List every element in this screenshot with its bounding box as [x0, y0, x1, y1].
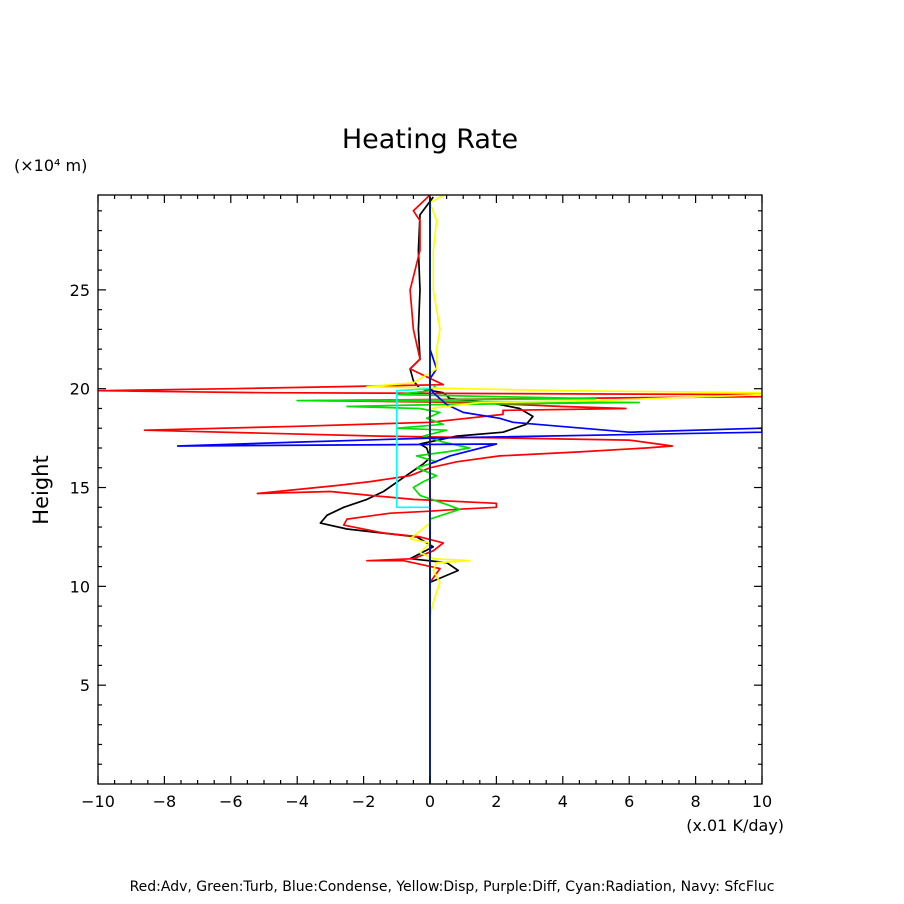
y-tick-label: 20	[70, 380, 90, 399]
y-tick-label: 5	[80, 676, 90, 695]
legend-caption: Red:Adv, Green:Turb, Blue:Condense, Yell…	[130, 879, 775, 895]
x-tick-label: 10	[752, 792, 772, 811]
series-line-1	[319, 196, 534, 784]
x-tick-label: 2	[491, 792, 501, 811]
y-tick-label: 25	[70, 281, 90, 300]
y-tick-label: 10	[70, 577, 90, 596]
series-line-6	[395, 197, 431, 784]
series-line-4	[176, 197, 762, 784]
x-axis-unit: (x.01 K/day)	[686, 816, 784, 835]
plot-area	[98, 195, 762, 784]
y-axis-unit: (×10⁴ m)	[14, 156, 87, 175]
series-line-3	[296, 384, 641, 784]
y-tick-label: 15	[70, 479, 90, 498]
x-tick-label: −4	[285, 792, 309, 811]
x-tick-label: −2	[352, 792, 376, 811]
x-tick-label: 6	[624, 792, 634, 811]
series-line-5	[366, 195, 762, 784]
series-line-2	[98, 195, 762, 784]
y-axis-label: Height	[29, 455, 53, 524]
x-tick-label: 4	[558, 792, 568, 811]
x-tick-label: 8	[691, 792, 701, 811]
x-tick-label: 0	[425, 792, 435, 811]
x-tick-label: −6	[219, 792, 243, 811]
x-tick-label: −8	[153, 792, 177, 811]
axis-ticks: −10 −8 −6 −4 −2 0 2 4 6 8 10 5 10 15 20 25	[70, 195, 772, 811]
chart-title: Heating Rate	[342, 124, 518, 155]
x-tick-label: −10	[81, 792, 115, 811]
